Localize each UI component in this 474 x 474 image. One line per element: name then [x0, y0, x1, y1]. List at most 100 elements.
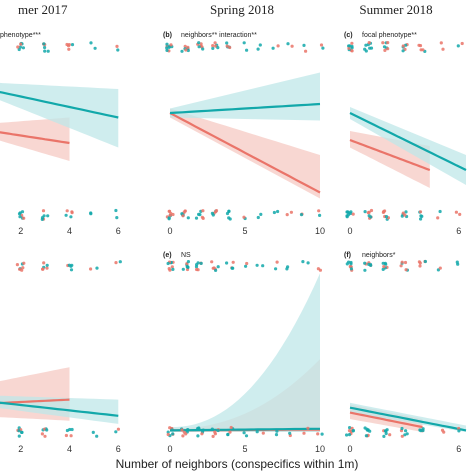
observation-dot-top: [228, 45, 232, 50]
x-tick-label: 4: [67, 226, 72, 236]
observation-dot-top: [318, 268, 322, 272]
observation-dot-bottom: [438, 209, 442, 214]
observation-dot-top: [18, 267, 22, 271]
x-tick-label: 0: [347, 444, 352, 454]
observation-dot-top: [439, 41, 443, 45]
observation-dot-top: [242, 41, 246, 45]
significance-annotation: phenotype***: [0, 32, 41, 39]
observation-dot-top: [383, 48, 387, 53]
x-tick-label: 10: [315, 444, 325, 454]
observation-dot-top: [290, 44, 294, 48]
observation-dot-bottom: [244, 434, 249, 438]
observation-dot-bottom: [369, 215, 373, 219]
observation-dot-top: [19, 42, 23, 46]
observation-dot-bottom: [185, 428, 189, 432]
x-tick-label: 6: [116, 226, 121, 236]
observation-dot-top: [165, 48, 169, 53]
observation-dot-bottom: [316, 432, 320, 436]
observation-dot-top: [350, 41, 354, 45]
observation-dot-top: [404, 268, 408, 272]
significance-annotation: neighbors*: [362, 252, 396, 259]
observation-dot-top: [302, 43, 306, 48]
observation-dot-bottom: [274, 433, 279, 437]
observation-dot-top: [186, 48, 190, 53]
observation-dot-bottom: [114, 430, 118, 434]
observation-dot-bottom: [213, 430, 217, 434]
observation-dot-bottom: [288, 431, 292, 435]
observation-dot-bottom: [348, 426, 352, 430]
observation-dot-top: [170, 265, 174, 269]
x-tick-label: 4: [67, 444, 72, 454]
observation-dot-top: [276, 44, 280, 48]
observation-dot-top: [381, 261, 385, 265]
teal-fitted-line: [169, 427, 320, 432]
panel-bottom-right: 0 6 (f) neighbors*: [344, 252, 467, 454]
observation-dot-bottom: [167, 217, 171, 221]
x-tick-label: 0: [347, 226, 352, 236]
observation-dot-bottom: [383, 429, 388, 433]
observation-dot-bottom: [363, 210, 367, 214]
observation-dot-bottom: [306, 426, 310, 430]
observation-dot-top: [115, 44, 119, 49]
x-tick-label: 2: [18, 444, 23, 454]
observation-dot-bottom: [419, 217, 423, 221]
x-tick-label: 5: [242, 226, 247, 236]
observation-dot-bottom: [17, 212, 22, 216]
observation-dot-top: [368, 46, 372, 50]
observation-dot-bottom: [351, 212, 355, 216]
observation-dot-top: [181, 267, 185, 271]
observation-dot-top: [17, 47, 21, 52]
observation-dot-bottom: [115, 216, 119, 220]
observation-dot-bottom: [299, 213, 304, 217]
observation-dot-bottom: [420, 214, 424, 218]
observation-dot-bottom: [347, 433, 352, 437]
observation-dot-top: [186, 45, 190, 50]
observation-dot-bottom: [351, 428, 355, 433]
teal-fitted-line: [0, 401, 119, 417]
observation-dot-bottom: [201, 209, 205, 213]
observation-dot-bottom: [211, 213, 215, 217]
observation-dot-top: [214, 268, 218, 272]
observation-dot-top: [42, 261, 46, 265]
significance-annotation: NS: [181, 252, 191, 259]
teal-fitted-line: [169, 102, 321, 115]
observation-dot-bottom: [242, 215, 246, 219]
observation-dot-top: [69, 268, 74, 272]
observation-dot-bottom: [275, 429, 279, 433]
observation-dot-top: [65, 42, 69, 47]
x-tick-label: 6: [116, 444, 121, 454]
observation-dot-top: [16, 45, 20, 49]
coral-fitted-line: [349, 411, 423, 429]
column-title-3: Summer 2018: [359, 2, 432, 17]
observation-dot-top: [349, 267, 353, 271]
observation-dot-top: [438, 266, 442, 270]
observation-dot-bottom: [404, 429, 408, 433]
observation-dot-top: [41, 267, 45, 271]
observation-dot-top: [15, 263, 19, 267]
x-tick-label: 5: [242, 444, 247, 454]
observation-dot-bottom: [457, 426, 461, 431]
observation-dot-bottom: [180, 428, 184, 432]
observation-dot-bottom: [91, 430, 95, 434]
observation-dot-top: [166, 261, 170, 266]
observation-dot-top: [364, 43, 368, 47]
observation-dot-top: [417, 260, 421, 264]
observation-dot-bottom: [454, 210, 458, 214]
observation-dot-bottom: [114, 208, 118, 213]
panel-tag: (e): [163, 252, 172, 259]
observation-dot-bottom: [40, 216, 45, 220]
observation-dot-top: [231, 260, 235, 264]
observation-dot-bottom: [200, 432, 204, 436]
observation-dot-bottom: [171, 212, 175, 217]
observation-dot-top: [363, 261, 367, 265]
observation-dot-top: [301, 260, 305, 264]
observation-dot-top: [456, 44, 460, 48]
observation-dot-bottom: [184, 432, 188, 436]
observation-dot-bottom: [196, 434, 200, 438]
observation-dot-top: [225, 261, 229, 265]
observation-dot-bottom: [20, 430, 24, 434]
observation-dot-top: [210, 260, 214, 264]
observation-dot-bottom: [183, 209, 187, 213]
observation-dot-top: [43, 49, 47, 53]
teal-confidence-band: [170, 273, 320, 432]
